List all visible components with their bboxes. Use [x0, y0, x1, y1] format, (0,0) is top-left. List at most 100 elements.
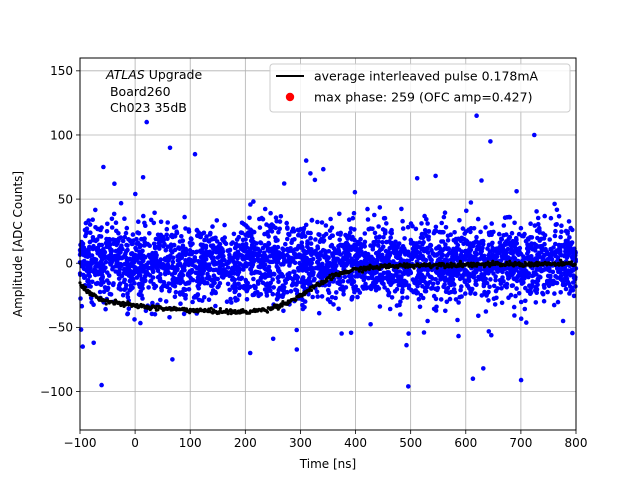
- scatter-point: [126, 306, 132, 312]
- scatter-point: [501, 223, 507, 228]
- scatter-point: [290, 248, 296, 254]
- scatter-point: [315, 294, 321, 299]
- scatter-point: [263, 257, 268, 263]
- scatter-point: [147, 231, 152, 236]
- scatter-point: [419, 277, 424, 282]
- scatter-point: [400, 218, 405, 224]
- scatter-point: [270, 336, 276, 342]
- scatter-point: [371, 281, 376, 286]
- scatter-point: [126, 272, 132, 277]
- scatter-point: [479, 178, 484, 183]
- scatter-point: [220, 250, 225, 255]
- scatter-point: [262, 250, 267, 256]
- scatter-point: [177, 246, 182, 252]
- scatter-point: [451, 257, 457, 262]
- scatter-point: [406, 253, 412, 258]
- scatter-point: [338, 242, 343, 248]
- scatter-point: [227, 273, 232, 279]
- scatter-point: [192, 151, 198, 157]
- scatter-point: [420, 284, 425, 289]
- scatter-point: [408, 221, 414, 226]
- scatter-point: [424, 217, 429, 222]
- average-pulse-point: [99, 296, 103, 300]
- scatter-point: [334, 290, 339, 295]
- scatter-point: [435, 257, 441, 263]
- scatter-point: [463, 238, 469, 243]
- scatter-point: [134, 253, 140, 258]
- scatter-point: [467, 246, 472, 252]
- scatter-point: [382, 285, 387, 290]
- scatter-point: [154, 258, 160, 264]
- x-axis: −100 0 100 200 300 400 500 600 700 800: [64, 430, 587, 450]
- scatter-point: [432, 253, 437, 258]
- scatter-point: [329, 295, 335, 300]
- scatter-point: [314, 252, 319, 258]
- scatter-point: [262, 266, 267, 271]
- scatter-point: [469, 286, 475, 292]
- scatter-point: [418, 292, 424, 298]
- scatter-point: [214, 239, 220, 244]
- scatter-point: [525, 242, 530, 247]
- scatter-point: [356, 253, 362, 259]
- scatter-point: [270, 291, 276, 297]
- scatter-point: [186, 257, 192, 262]
- scatter-point: [281, 284, 287, 290]
- scatter-point: [106, 237, 112, 242]
- scatter-point: [502, 215, 508, 220]
- scatter-point: [365, 261, 370, 266]
- plot-frame: [79, 57, 577, 431]
- scatter-point: [302, 305, 307, 310]
- scatter-point: [532, 241, 537, 247]
- scatter-point: [551, 302, 557, 308]
- scatter-point: [352, 242, 357, 247]
- scatter-point: [124, 225, 130, 231]
- scatter-point: [168, 233, 174, 239]
- scatter-point: [388, 240, 393, 245]
- scatter-point: [151, 253, 157, 259]
- scatter-point: [489, 221, 495, 226]
- scatter-point: [381, 235, 386, 240]
- scatter-point: [119, 243, 124, 248]
- scatter-point: [306, 260, 312, 265]
- scatter-point: [136, 260, 142, 265]
- scatter-point: [128, 284, 134, 289]
- scatter-point: [503, 241, 508, 246]
- average-pulse-point: [491, 259, 495, 263]
- scatter-point: [225, 265, 231, 270]
- scatter-point: [285, 248, 291, 253]
- scatter-point: [312, 177, 318, 183]
- scatter-point: [438, 297, 444, 302]
- scatter-point: [512, 313, 517, 318]
- scatter-point: [423, 288, 429, 294]
- scatter-point: [371, 240, 377, 245]
- scatter-point: [139, 236, 144, 242]
- scatter-point: [262, 206, 268, 212]
- scatter-point: [294, 347, 300, 352]
- scatter-point: [250, 262, 256, 268]
- scatter-point: [337, 281, 342, 287]
- scatter-point: [306, 281, 311, 287]
- scatter-point: [563, 241, 568, 247]
- scatter-point: [211, 267, 216, 273]
- scatter-point: [248, 202, 253, 207]
- scatter-point: [379, 280, 385, 285]
- scatter-point: [227, 252, 232, 258]
- scatter-point: [222, 222, 227, 228]
- scatter-point: [124, 282, 129, 288]
- average-pulse-series: [78, 258, 577, 316]
- scatter-point: [279, 262, 284, 267]
- average-pulse-point: [458, 259, 462, 264]
- scatter-point: [556, 242, 562, 248]
- scatter-point: [349, 256, 355, 262]
- scatter-point: [351, 210, 357, 216]
- scatter-point: [438, 271, 444, 277]
- scatter-point: [528, 235, 533, 240]
- x-tick-label: 500: [399, 436, 422, 450]
- scatter-point: [217, 241, 223, 247]
- scatter-point: [248, 256, 253, 262]
- scatter-point: [89, 257, 94, 263]
- scatter-point: [499, 249, 505, 255]
- scatter-point: [281, 181, 287, 186]
- scatter-point: [342, 255, 347, 261]
- scatter-point: [183, 293, 188, 298]
